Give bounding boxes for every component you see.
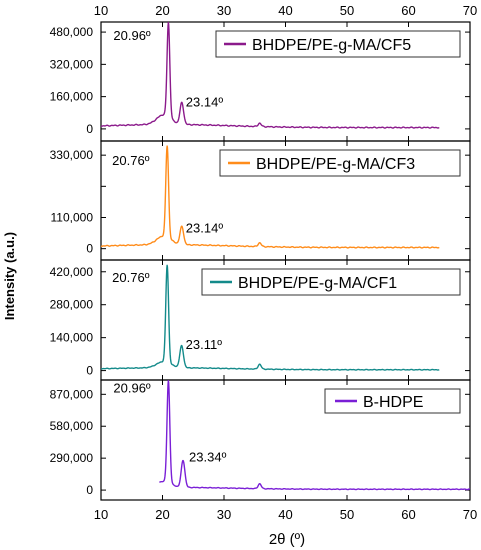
- y-tick-label: 0: [86, 242, 93, 256]
- panel-3: 0 140,000 280,000 420,000 20.76º 23.11º BHDPE/…: [50, 259, 471, 381]
- series-line: [159, 380, 471, 491]
- y-tick-label: 330,000: [50, 148, 94, 162]
- x-tick-label-top: 10: [94, 3, 108, 18]
- y-tick-label: 0: [86, 364, 93, 378]
- legend-label: BHDPE/PE-g-MA/CF1: [238, 275, 397, 292]
- top-x-tick-labels: 10 20 30 40 50 60 70: [94, 3, 477, 18]
- legend-box: [215, 30, 461, 58]
- series-line: [100, 145, 440, 249]
- y-tick-label: 110,000: [51, 211, 94, 225]
- y-tick-label: 870,000: [50, 387, 94, 401]
- legend: B-HDPE: [324, 388, 461, 414]
- x-axis-label: 2θ (º): [269, 531, 305, 548]
- series-line: [100, 21, 440, 129]
- bottom-x-tick-labels: 10 20 30 40 50 60 70: [94, 507, 477, 522]
- legend: BHDPE/PE-g-MA/CF1: [201, 268, 461, 296]
- peak-label: 23.34º: [189, 449, 227, 464]
- x-tick-label-top: 30: [217, 3, 231, 18]
- legend: BHDPE/PE-g-MA/CF3: [219, 149, 461, 177]
- peak-label: 20.96º: [113, 381, 151, 396]
- x-tick-label-bottom: 50: [340, 507, 354, 522]
- y-tick-label: 320,000: [50, 57, 94, 71]
- peak-label: 23.14º: [186, 220, 224, 235]
- x-tick-label-top: 40: [278, 3, 292, 18]
- panel-1: 0 160,000 320,000 480,000 20.96º 23.14º BHDPE/…: [50, 21, 471, 142]
- legend-label: BHDPE/PE-g-MA/CF5: [252, 37, 411, 54]
- y-tick-label: 140,000: [50, 331, 94, 345]
- peak-label: 23.14º: [186, 95, 224, 110]
- legend-label: BHDPE/PE-g-MA/CF3: [256, 156, 415, 173]
- y-tick-label: 0: [86, 483, 93, 497]
- series-line: [100, 264, 440, 371]
- peak-label: 20.76º: [112, 270, 150, 285]
- legend-box: [219, 149, 461, 177]
- x-tick-label-bottom: 40: [278, 507, 292, 522]
- y-axis-label: Intensity (a.u.): [2, 232, 17, 320]
- y-tick-label: 280,000: [50, 298, 94, 312]
- y-tick-label: 160,000: [50, 90, 94, 104]
- legend: BHDPE/PE-g-MA/CF5: [215, 30, 461, 58]
- panels: 0 160,000 320,000 480,000 20.96º 23.14º BHDPE/…: [50, 21, 471, 501]
- x-tick-label-top: 50: [340, 3, 354, 18]
- x-tick-label-top: 60: [401, 3, 415, 18]
- y-tick-label: 580,000: [50, 419, 94, 433]
- panel-4: 0 290,000 580,000 870,000 20.96º 23.34º B-HDPE: [50, 379, 471, 501]
- x-tick-label-bottom: 60: [401, 507, 415, 522]
- x-tick-label-top: 20: [155, 3, 169, 18]
- x-tick-label-bottom: 20: [155, 507, 169, 522]
- legend-label: B-HDPE: [363, 394, 423, 411]
- peak-label: 20.96º: [113, 28, 151, 43]
- y-tick-label: 420,000: [50, 265, 94, 279]
- panel-2: 0 110,000 330,000 20.76º 23.14º BHDPE/PE-g-MA…: [50, 140, 471, 261]
- x-tick-label-bottom: 10: [94, 507, 108, 522]
- x-tick-label-top: 70: [463, 3, 477, 18]
- legend-box: [201, 268, 461, 296]
- x-tick-label-bottom: 30: [217, 507, 231, 522]
- y-tick-label: 290,000: [50, 451, 94, 465]
- x-tick-label-bottom: 70: [463, 507, 477, 522]
- peak-label: 23.11º: [186, 337, 223, 352]
- peak-label: 20.76º: [112, 153, 150, 168]
- y-tick-label: 480,000: [50, 25, 94, 39]
- y-tick-label: 0: [86, 122, 93, 136]
